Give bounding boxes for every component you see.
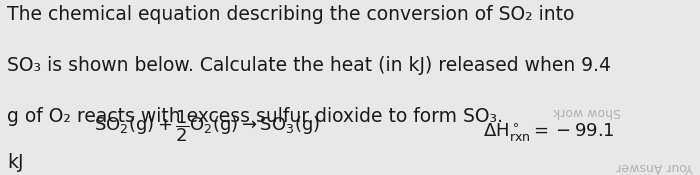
Text: $\mathrm{\Delta H^\circ_{rxn} = -99.1}$: $\mathrm{\Delta H^\circ_{rxn} = -99.1}$	[483, 122, 615, 144]
Text: kJ: kJ	[7, 152, 24, 172]
Text: SO₃ is shown below. Calculate the heat (in kJ) released when 9.4: SO₃ is shown below. Calculate the heat (…	[7, 56, 611, 75]
Text: Show work: Show work	[553, 105, 621, 118]
Text: The chemical equation describing the conversion of SO₂ into: The chemical equation describing the con…	[7, 5, 575, 24]
Text: $\mathrm{SO_2(g) + \dfrac{1}{2}O_2(g) \rightarrow SO_3(g)}$: $\mathrm{SO_2(g) + \dfrac{1}{2}O_2(g) \r…	[94, 109, 321, 144]
Text: g of O₂ reacts with excess sulfur dioxide to form SO₃.: g of O₂ reacts with excess sulfur dioxid…	[7, 107, 503, 126]
Text: Your Answer: Your Answer	[617, 160, 693, 173]
